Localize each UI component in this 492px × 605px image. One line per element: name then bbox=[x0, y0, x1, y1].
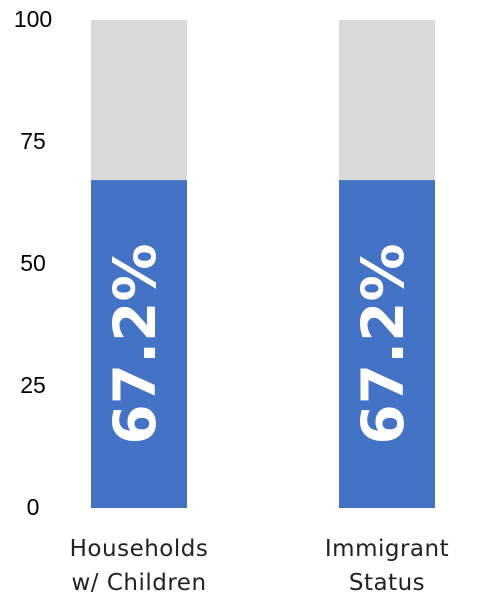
y-tick-label: 0 bbox=[27, 494, 40, 520]
x-tick-label: Immigrant Status bbox=[324, 536, 450, 596]
bar-segment bbox=[339, 180, 435, 508]
y-tick-label: 50 bbox=[20, 250, 46, 276]
y-tick-label: 100 bbox=[14, 6, 52, 32]
bar-segment bbox=[91, 20, 187, 181]
y-tick-label: 75 bbox=[20, 128, 46, 154]
x-tick-label: Households w/ Children bbox=[69, 536, 209, 596]
value-label: 67.2% bbox=[101, 243, 169, 444]
bar-segment bbox=[91, 180, 187, 508]
y-tick-label: 25 bbox=[20, 372, 46, 398]
value-label: 67.2% bbox=[349, 243, 417, 444]
bar-segment bbox=[339, 20, 435, 181]
